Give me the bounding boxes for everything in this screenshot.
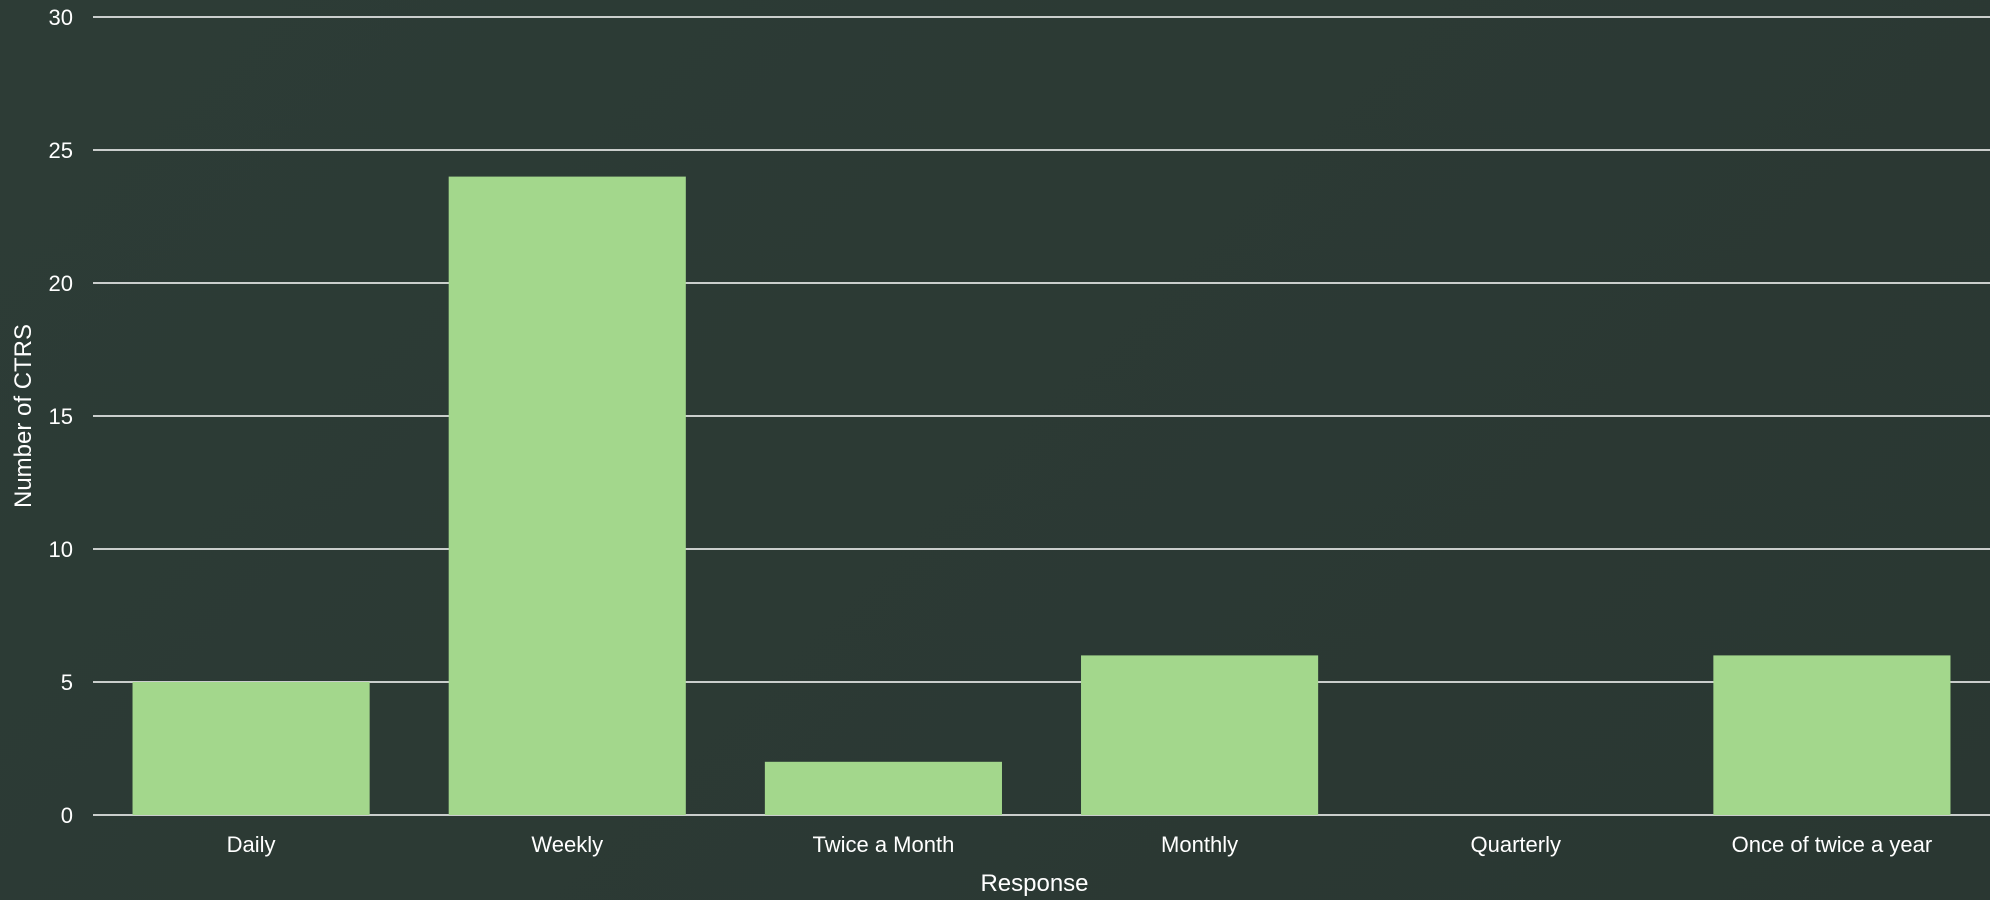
x-tick-label: Once of twice a year xyxy=(1732,832,1933,857)
x-axis-ticks: Daily Weekly Twice a Month Monthly Quarterly… xyxy=(227,832,1933,857)
bar-twice-a-month xyxy=(764,761,1002,815)
x-tick-label: Weekly xyxy=(531,832,603,857)
y-tick-label: 10 xyxy=(49,537,73,562)
x-tick-label: Twice a Month xyxy=(812,832,954,857)
y-tick-label: 0 xyxy=(61,803,73,828)
x-tick-label: Monthly xyxy=(1161,832,1238,857)
x-tick-label: Quarterly xyxy=(1471,832,1561,857)
gridlines xyxy=(93,16,1990,816)
x-tick-label: Daily xyxy=(227,832,276,857)
x-axis-title: Response xyxy=(980,870,1088,897)
y-axis-ticks: 0 5 10 15 20 25 30 xyxy=(49,5,73,828)
y-axis-title: Number of CTRS xyxy=(10,324,37,508)
bar-once-of-twice-a-year xyxy=(1713,655,1951,815)
y-tick-label: 20 xyxy=(49,271,73,296)
y-tick-label: 30 xyxy=(49,5,73,30)
bar-weekly xyxy=(448,176,686,816)
y-tick-label: 5 xyxy=(61,670,73,695)
bars xyxy=(132,176,1951,816)
bar-monthly xyxy=(1081,655,1319,815)
y-tick-label: 15 xyxy=(49,404,73,429)
bar-daily xyxy=(132,682,370,815)
y-tick-label: 25 xyxy=(49,138,73,163)
